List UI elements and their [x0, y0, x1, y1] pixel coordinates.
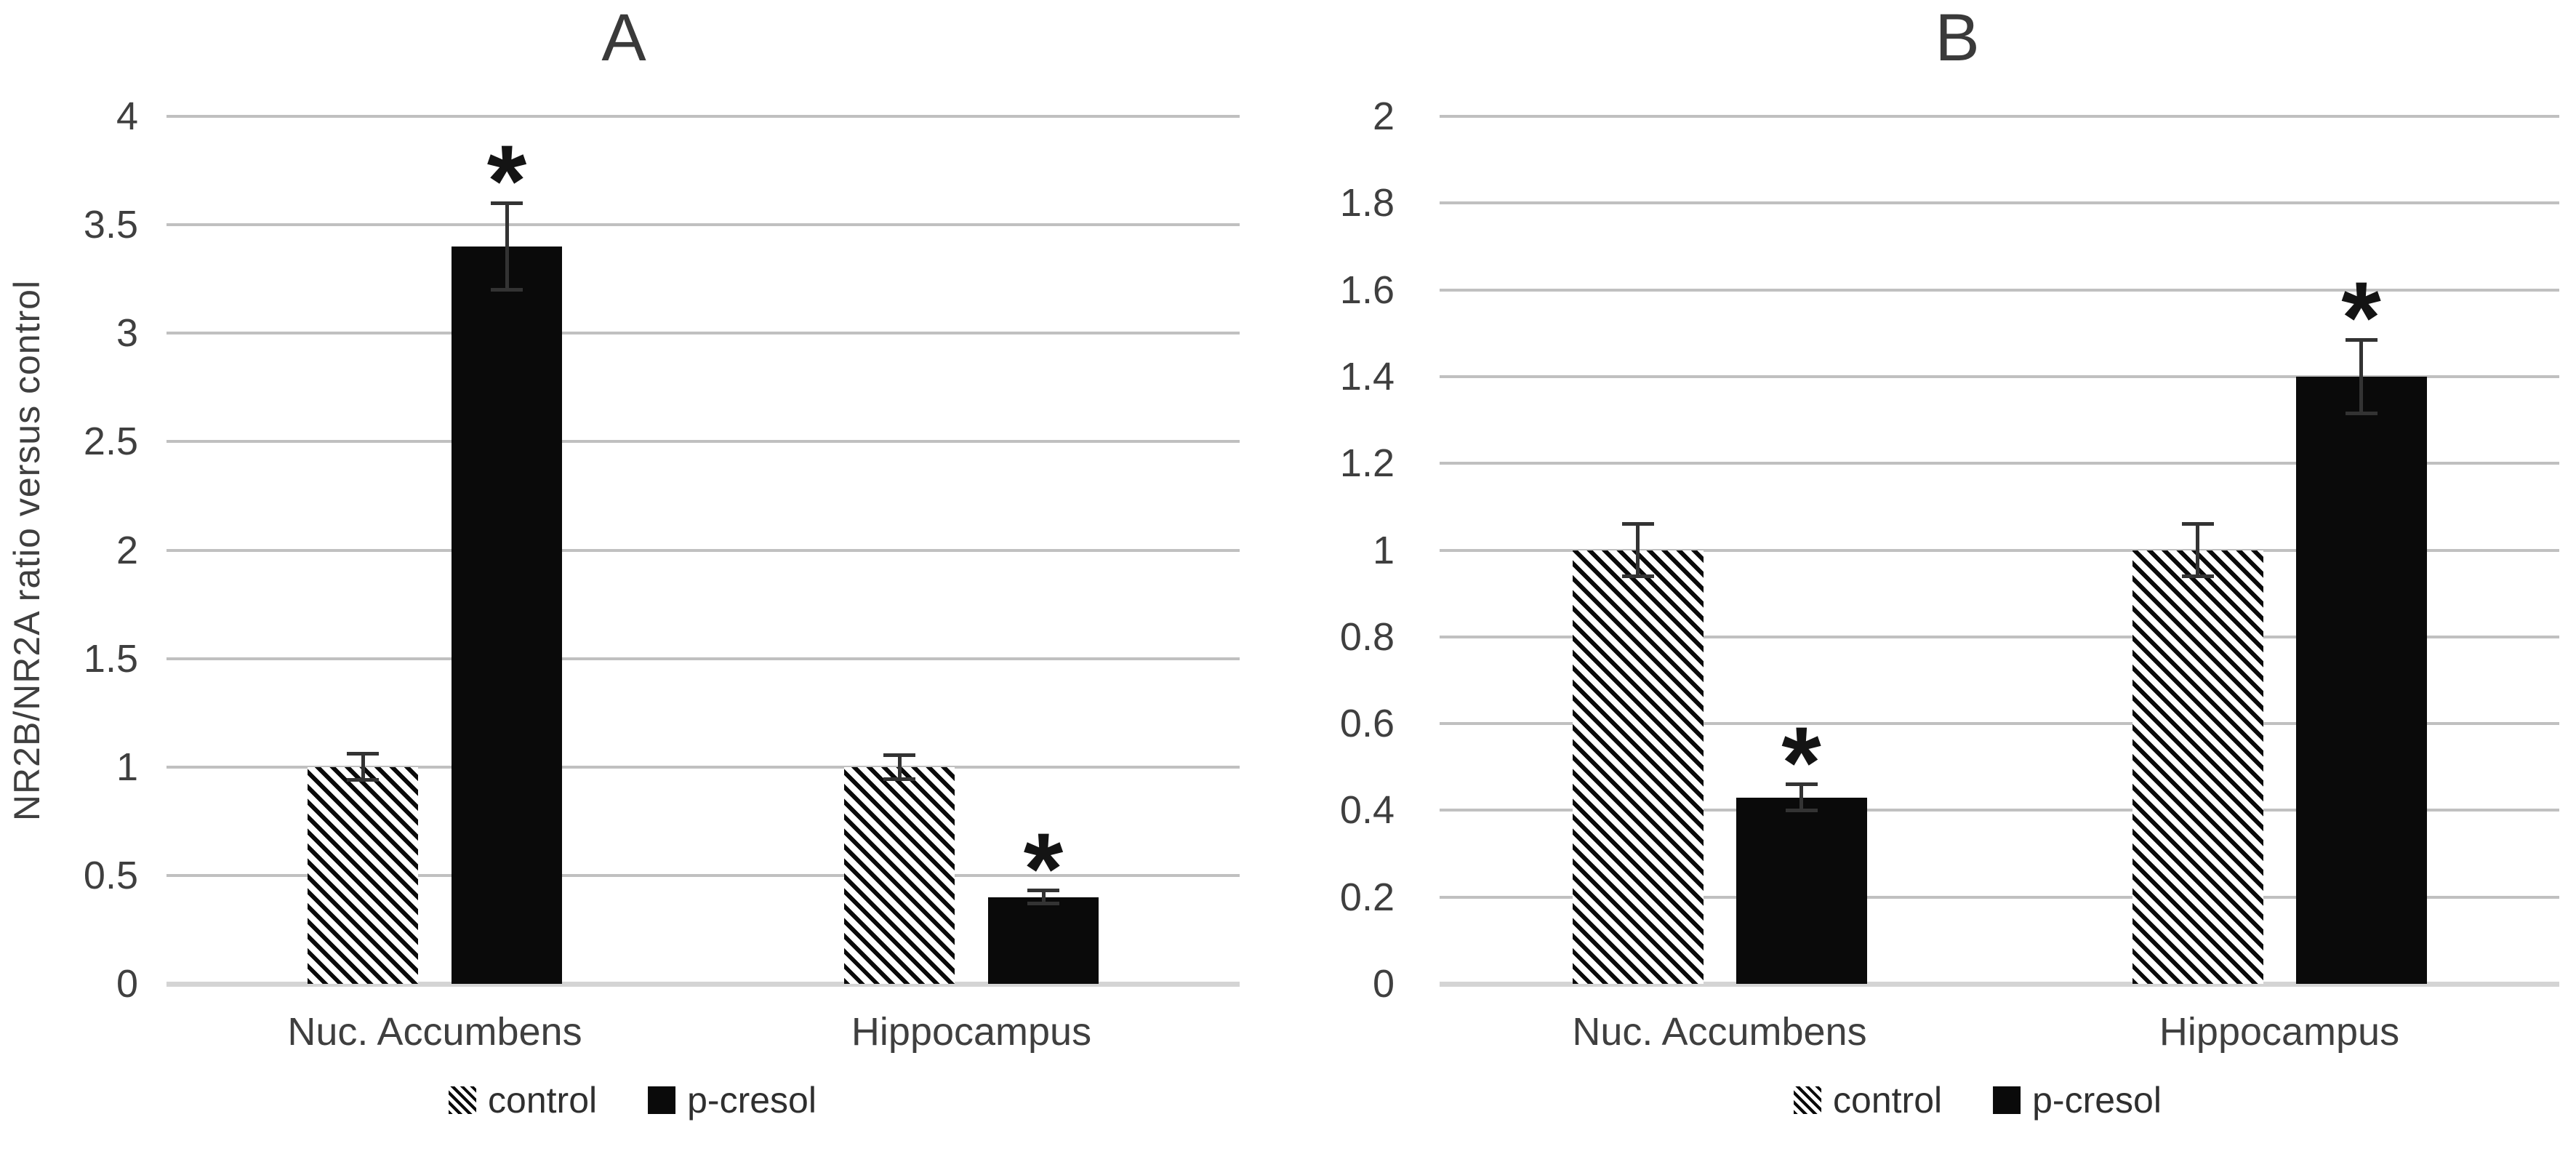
significance-asterisk: * — [1023, 811, 1064, 926]
y-tick-label: 0.4 — [1339, 788, 1395, 833]
panel-a-title: A — [601, 1, 646, 75]
x-category-label: Nuc. Accumbens — [287, 1010, 582, 1054]
bar-p-cresol — [2295, 376, 2427, 984]
error-bar-cap-bottom — [883, 777, 915, 781]
y-gridline — [1440, 288, 2559, 292]
error-bar-line — [1799, 784, 1803, 811]
error-bar-line — [2359, 340, 2363, 414]
legend-panel-b: control p-cresol — [1794, 1082, 2162, 1118]
y-gridline — [1440, 895, 2559, 899]
bar-p-cresol — [1736, 797, 1867, 984]
legend-panel-a: control p-cresol — [449, 1082, 816, 1118]
error-bar-line — [1636, 524, 1640, 577]
y-gridline — [166, 440, 1240, 444]
bar-control — [2132, 550, 2263, 984]
y-tick-label: 0 — [116, 962, 138, 1006]
error-bar-line — [2196, 524, 2199, 577]
legend-label-control: control — [488, 1080, 598, 1121]
y-gridline — [1440, 374, 2559, 378]
y-tick-label: 1 — [1372, 528, 1395, 572]
error-bar-cap-top — [2345, 337, 2378, 342]
axis-baseline — [166, 982, 1240, 987]
y-gridline — [166, 765, 1240, 769]
legend-item-p-cresol: p-cresol — [648, 1082, 816, 1118]
y-gridline — [166, 332, 1240, 335]
error-bar-cap-top — [2181, 522, 2214, 526]
y-gridline — [166, 223, 1240, 227]
x-category-label: Nuc. Accumbens — [1572, 1010, 1867, 1054]
y-tick-label: 4 — [116, 95, 138, 138]
error-bar-cap-bottom — [2181, 574, 2214, 578]
y-gridline — [1440, 115, 2559, 118]
y-gridline — [1440, 462, 2559, 465]
bar-control — [844, 766, 955, 984]
y-tick-label: 0.5 — [83, 853, 138, 897]
axis-baseline — [1440, 982, 2559, 987]
y-tick-label: 2 — [116, 528, 138, 572]
error-bar-cap-bottom — [1785, 808, 1818, 812]
legend-item-control: control — [449, 1082, 597, 1118]
error-bar-cap-top — [347, 752, 379, 756]
x-category-label: Hippocampus — [2159, 1010, 2400, 1054]
y-gridline — [166, 873, 1240, 877]
y-gridline — [1440, 809, 2559, 812]
legend-label-p-cresol: p-cresol — [2032, 1080, 2162, 1121]
y-tick-label: 1.8 — [1339, 181, 1395, 225]
y-tick-label: 0 — [1372, 962, 1395, 1006]
y-tick-label: 1 — [116, 745, 138, 789]
y-gridline — [1440, 635, 2559, 638]
error-bar-cap-top — [491, 201, 523, 205]
error-bar-line — [505, 203, 509, 290]
error-bar-line — [361, 753, 365, 780]
y-tick-label: 1.2 — [1339, 441, 1395, 486]
error-bar-cap-top — [1027, 889, 1059, 893]
bar-p-cresol — [988, 897, 1099, 984]
control-hatch-swatch-icon — [1794, 1086, 1822, 1114]
p-cresol-solid-swatch-icon — [648, 1086, 676, 1114]
legend-item-control: control — [1794, 1082, 1942, 1118]
y-tick-label: 3.5 — [83, 203, 138, 247]
legend-label-control: control — [1833, 1080, 1943, 1121]
y-tick-label: 2 — [1372, 95, 1395, 138]
significance-asterisk: * — [486, 124, 527, 239]
y-tick-label: 0.6 — [1339, 702, 1395, 746]
significance-asterisk: * — [1781, 705, 1821, 820]
error-bar-cap-bottom — [2345, 412, 2378, 416]
error-bar-cap-bottom — [1027, 902, 1059, 906]
p-cresol-solid-swatch-icon — [1993, 1086, 2021, 1114]
control-hatch-swatch-icon — [449, 1086, 477, 1114]
error-bar-cap-bottom — [491, 288, 523, 292]
y-gridline — [166, 548, 1240, 552]
legend-label-p-cresol: p-cresol — [687, 1080, 816, 1121]
y-tick-label: 0.8 — [1339, 614, 1395, 659]
error-bar-line — [1041, 890, 1046, 904]
bar-control — [1572, 550, 1704, 984]
y-tick-label: 0.2 — [1339, 875, 1395, 919]
y-tick-label: 3 — [116, 311, 138, 356]
y-tick-label: 2.5 — [83, 420, 138, 464]
error-bar-cap-top — [883, 753, 915, 757]
y-tick-label: 1.4 — [1339, 354, 1395, 398]
x-category-label: Hippocampus — [851, 1010, 1092, 1054]
error-bar-cap-top — [1621, 522, 1654, 526]
bar-p-cresol — [452, 246, 562, 984]
significance-asterisk: * — [2341, 260, 2381, 375]
error-bar-cap-bottom — [347, 778, 379, 782]
y-gridline — [166, 657, 1240, 660]
y-gridline — [166, 115, 1240, 118]
y-tick-label: 1.6 — [1339, 268, 1395, 312]
y-gridline — [1440, 548, 2559, 552]
y-gridline — [1440, 722, 2559, 726]
y-tick-label: 1.5 — [83, 636, 138, 681]
panel-b-title: B — [1935, 1, 1980, 75]
error-bar-cap-bottom — [1621, 574, 1654, 578]
error-bar-cap-top — [1785, 782, 1818, 787]
bar-control — [308, 766, 418, 984]
y-gridline — [1440, 201, 2559, 205]
legend-item-p-cresol: p-cresol — [1993, 1082, 2162, 1118]
error-bar-line — [897, 755, 902, 780]
